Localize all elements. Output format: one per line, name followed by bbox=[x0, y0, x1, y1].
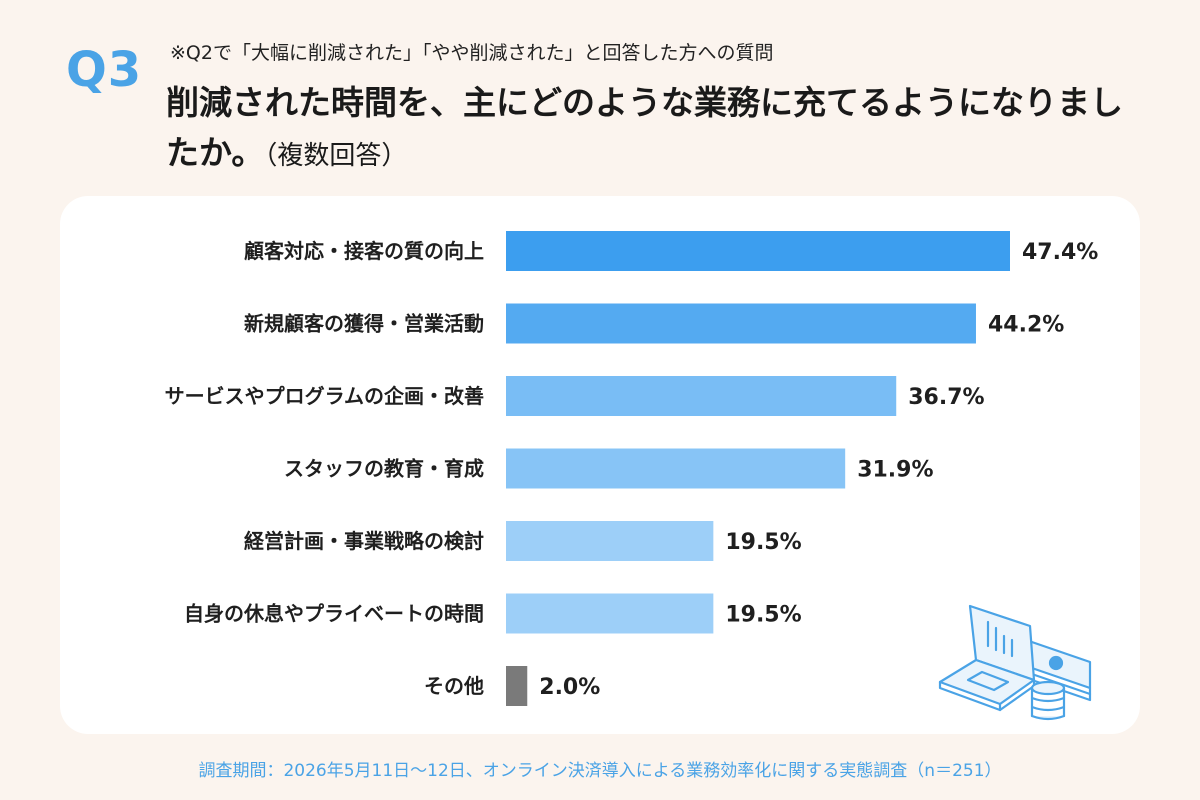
bar bbox=[506, 448, 846, 489]
category-label: その他 bbox=[424, 674, 484, 698]
category-label: スタッフの教育・育成 bbox=[284, 457, 484, 481]
value-label: 19.5% bbox=[725, 530, 801, 555]
bar bbox=[506, 303, 976, 344]
value-label: 19.5% bbox=[725, 603, 801, 628]
title-sub: （複数回答） bbox=[264, 141, 408, 171]
bar bbox=[506, 593, 714, 634]
survey-source: 調査期間：2026年5月11日～12日、オンライン決済導入による業務効率化に関す… bbox=[198, 761, 1002, 781]
laptop-chart-coins-icon bbox=[938, 604, 1092, 721]
category-label: 顧客対応・接客の質の向上 bbox=[244, 239, 484, 263]
bar bbox=[506, 666, 528, 706]
title-main: 削減された時間を、主にどのような業務に充てるようになりましたか。 bbox=[166, 83, 1123, 172]
value-label: 36.7% bbox=[908, 385, 984, 410]
value-label: 2.0% bbox=[539, 675, 600, 700]
value-label: 44.2% bbox=[988, 313, 1064, 338]
category-label: 経営計画・事業戦略の検討 bbox=[244, 529, 484, 553]
question-note: ※Q2で「大幅に削減された」「やや削減された」と回答した方への質問 bbox=[170, 42, 774, 64]
bar bbox=[506, 376, 897, 416]
category-label: 新規顧客の獲得・営業活動 bbox=[244, 312, 484, 336]
category-label: 自身の休息やプライベートの時間 bbox=[184, 602, 484, 626]
bar bbox=[506, 231, 1010, 271]
bar bbox=[506, 521, 714, 561]
question-number: Q3 bbox=[66, 42, 143, 98]
bar-chart: 顧客対応・接客の質の向上 47.4% 新規顧客の獲得・営業活動 44.2% サービスやプ… bbox=[165, 231, 1098, 706]
question-title: 削減された時間を、主にどのような業務に充てるようになりましたか。（複数回答） bbox=[166, 78, 1126, 181]
value-label: 47.4% bbox=[1022, 240, 1098, 265]
chart-card: 顧客対応・接客の質の向上 47.4% 新規顧客の獲得・営業活動 44.2% サービスやプ… bbox=[60, 196, 1140, 734]
category-label: サービスやプログラムの企画・改善 bbox=[165, 384, 484, 408]
value-label: 31.9% bbox=[857, 458, 933, 483]
